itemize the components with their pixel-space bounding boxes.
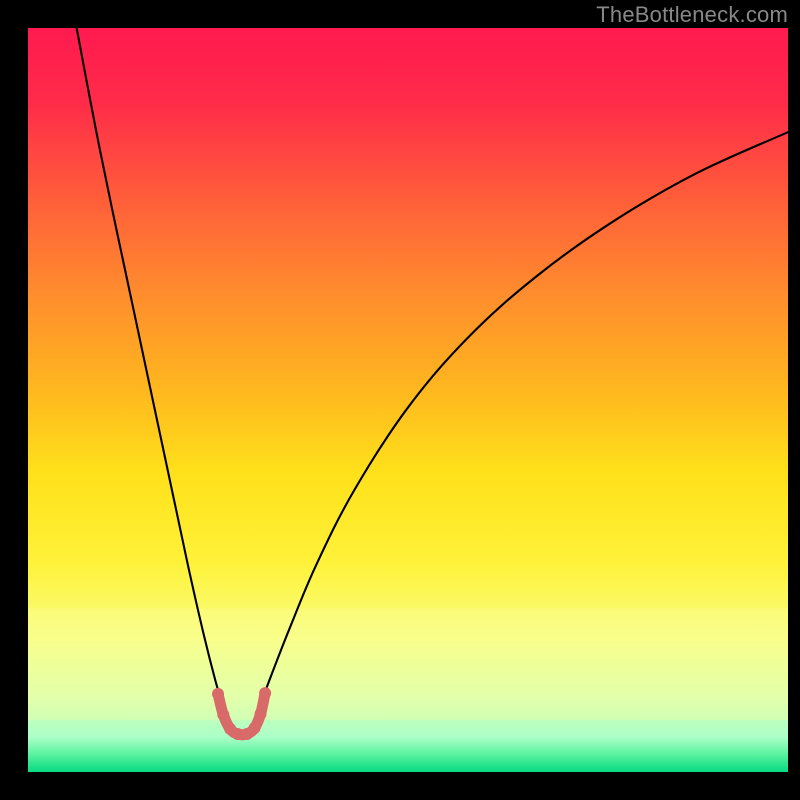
valley-marker-dot <box>212 688 224 700</box>
bottleneck-curve-chart <box>28 28 788 772</box>
valley-marker-dot <box>248 722 260 734</box>
valley-marker-dot <box>259 687 271 699</box>
watermark-text: TheBottleneck.com <box>596 2 788 28</box>
valley-marker-dot <box>255 708 267 720</box>
valley-marker-dot <box>217 709 229 721</box>
highlight-band <box>28 608 788 720</box>
